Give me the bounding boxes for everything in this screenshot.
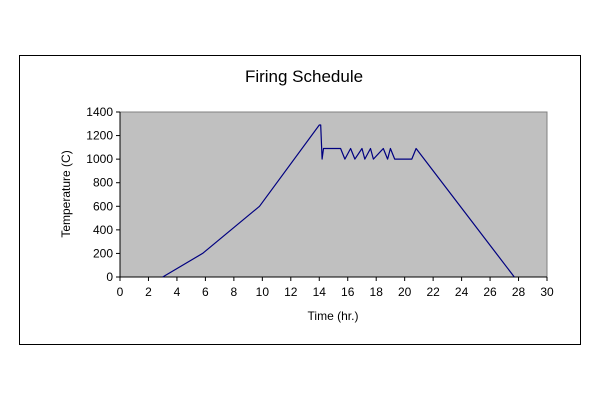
plot-area	[119, 111, 548, 278]
x-tick-label: 22	[426, 285, 440, 299]
x-tick-label: 18	[370, 285, 384, 299]
temperature-series-line	[162, 124, 515, 278]
chart-title: Firing Schedule	[245, 67, 363, 86]
x-tick-label: 16	[341, 285, 355, 299]
x-axis-title: Time (hr.)	[308, 309, 359, 323]
x-tick-label: 12	[284, 285, 298, 299]
x-tick-label: 26	[483, 285, 497, 299]
x-tick-label: 30	[540, 285, 554, 299]
x-tick-label: 0	[117, 285, 124, 299]
x-tick-label: 14	[313, 285, 327, 299]
y-tick-label: 800	[93, 176, 113, 190]
x-axis: 0 2 4 6 8 10 12 14 16 18 20 22 24 26 28 30	[117, 276, 554, 299]
y-axis-title: Temperature (C)	[59, 150, 73, 237]
x-tick-label: 2	[145, 285, 152, 299]
y-tick-label: 1200	[86, 129, 113, 143]
y-tick-label: 600	[93, 199, 113, 213]
y-axis: 0 200 400 600 800 1000 1200 1400	[86, 105, 121, 284]
x-tick-label: 24	[455, 285, 469, 299]
series-group	[162, 124, 515, 278]
y-tick-label: 1000	[86, 152, 113, 166]
y-tick-label: 1400	[86, 105, 113, 119]
y-tick-label: 200	[93, 246, 113, 260]
x-tick-label: 28	[512, 285, 526, 299]
x-tick-label: 6	[202, 285, 209, 299]
x-tick-label: 10	[256, 285, 270, 299]
x-tick-label: 8	[231, 285, 238, 299]
x-tick-label: 20	[398, 285, 412, 299]
y-tick-label: 400	[93, 223, 113, 237]
x-tick-label: 4	[174, 285, 181, 299]
y-tick-label: 0	[106, 270, 113, 284]
